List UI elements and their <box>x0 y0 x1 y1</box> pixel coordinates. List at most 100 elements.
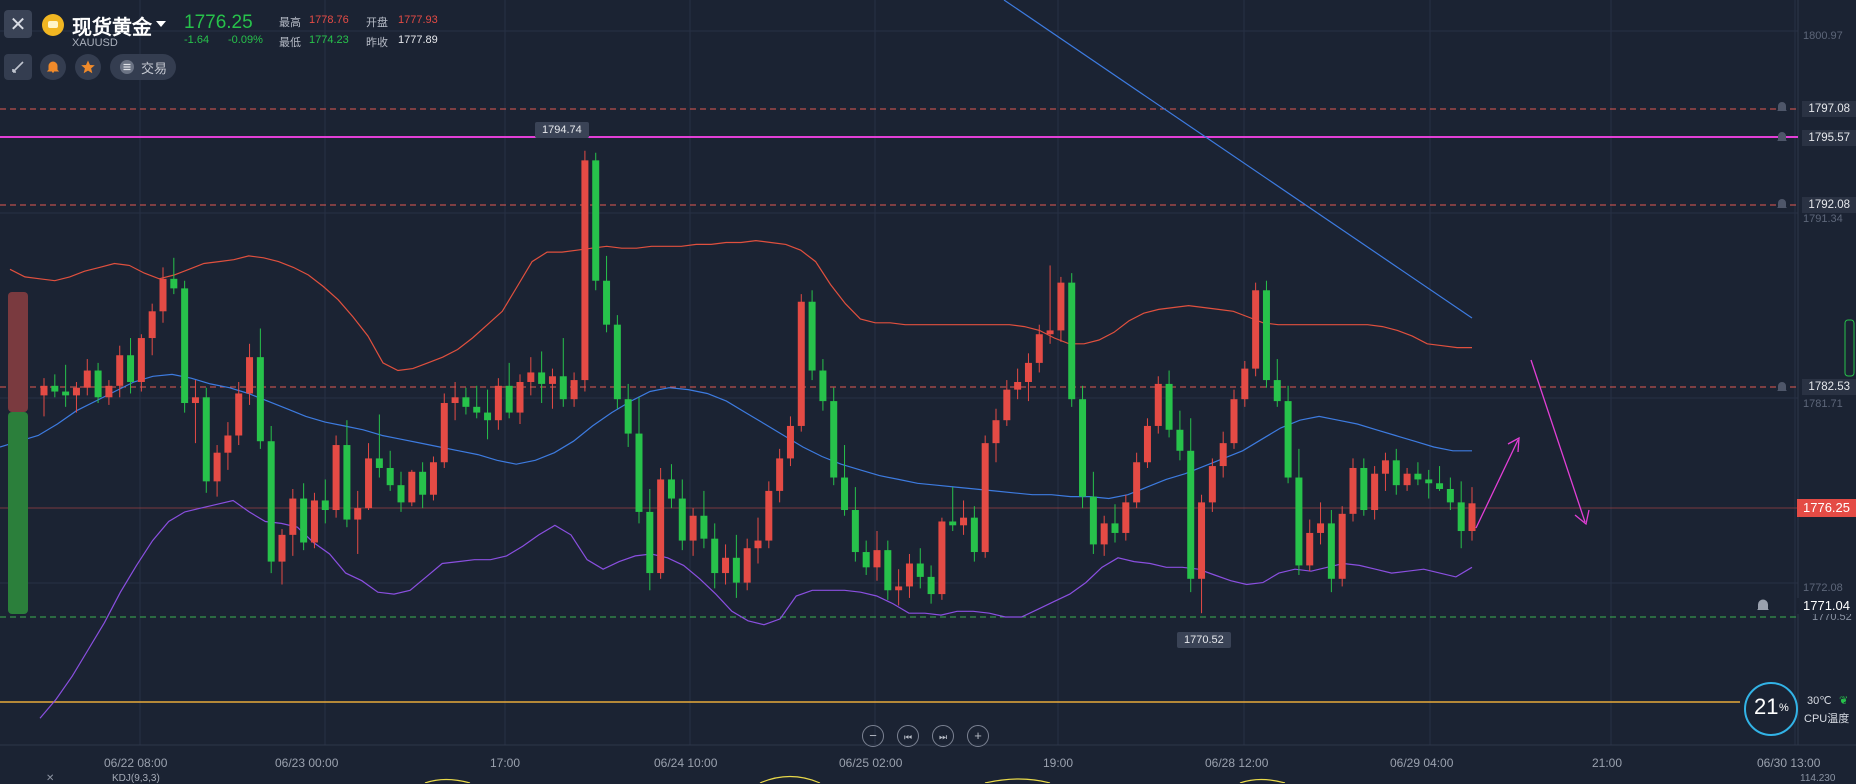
candle-body <box>689 515 697 541</box>
list-icon <box>119 60 134 74</box>
candle-body <box>1414 473 1422 480</box>
arrow-head <box>1574 509 1590 526</box>
candle-body <box>1187 450 1195 579</box>
candle-body <box>451 397 459 404</box>
candle-body <box>1208 466 1216 503</box>
draw-tool-button[interactable] <box>4 54 32 80</box>
candle-body <box>1306 532 1314 566</box>
candle-body <box>1003 389 1011 421</box>
candle-body <box>1403 473 1411 486</box>
scroll-start-button[interactable]: ⏮ <box>897 725 919 747</box>
candle-body <box>786 425 794 459</box>
gold-coin-icon <box>42 14 64 36</box>
candle-body <box>137 338 145 382</box>
trend-line <box>1003 0 1473 319</box>
bell-icon[interactable] <box>1775 130 1789 144</box>
high-value: 1778.76 <box>309 14 349 26</box>
open-label: 开盘 <box>366 17 388 29</box>
candle-body <box>538 372 546 384</box>
skip-forward-icon: ⏭ <box>938 732 948 742</box>
candle-body <box>321 500 329 511</box>
candle-body <box>1284 401 1292 478</box>
candle-body <box>1165 383 1173 430</box>
candle-body <box>1014 381 1022 390</box>
candle-body <box>776 458 784 491</box>
low-label: 最低 <box>279 37 301 49</box>
candle-body <box>808 301 816 371</box>
candle-body <box>1262 290 1270 381</box>
candle-body <box>1317 523 1325 533</box>
level-tag[interactable]: 1797.08 <box>1802 101 1856 117</box>
trade-label: 交易 <box>140 60 167 76</box>
candle-body <box>332 445 340 511</box>
zoom-in-button[interactable]: + <box>967 725 989 747</box>
candle-body <box>1068 282 1076 400</box>
candle-body <box>159 278 167 312</box>
middle-band-line <box>0 373 1472 500</box>
candle-body <box>765 490 773 541</box>
bell-icon[interactable] <box>1775 380 1789 394</box>
price-change-percent: -0.09% <box>228 34 263 46</box>
level-tag[interactable]: 1782.53 <box>1802 379 1856 395</box>
close-indicator-icon[interactable]: ✕ <box>46 773 55 784</box>
forecast-arrow <box>1530 359 1586 523</box>
candle-body <box>1468 503 1476 532</box>
price-tick: 1791.34 <box>1803 213 1843 225</box>
candle-body <box>559 376 567 400</box>
prev-close-label: 昨收 <box>366 37 388 49</box>
favorite-button[interactable] <box>75 54 101 80</box>
low-value: 1774.23 <box>309 34 349 46</box>
price-tick: 1800.97 <box>1803 30 1843 42</box>
bell-icon[interactable] <box>1775 100 1789 114</box>
candle-body <box>343 445 351 520</box>
candle-body <box>722 557 730 574</box>
partial-price-tag: 1770.52 <box>1812 611 1852 623</box>
close-icon: ✕ <box>9 13 27 36</box>
symbol-name[interactable]: 现货黄金 <box>72 17 152 39</box>
volume-bar <box>8 412 28 614</box>
candle-body <box>1154 383 1162 426</box>
time-tick: 06/25 02:00 <box>839 756 903 770</box>
candle-body <box>94 370 102 398</box>
time-tick: 17:00 <box>490 756 521 770</box>
time-tick: 19:00 <box>1043 756 1074 770</box>
candle-body <box>51 385 59 392</box>
candle-body <box>484 412 492 421</box>
chevron-down-icon[interactable] <box>156 21 166 27</box>
trade-button[interactable]: 交易 <box>110 54 176 80</box>
candle-body <box>841 477 849 511</box>
candle-body <box>408 471 416 503</box>
candle-body <box>646 511 654 574</box>
candle-body <box>246 357 254 394</box>
candle-body <box>127 355 135 382</box>
zoom-out-button[interactable]: − <box>862 725 884 747</box>
candle-body <box>1035 334 1043 363</box>
drawing-overlay <box>8 0 1855 783</box>
candle-body <box>711 538 719 574</box>
candle-body <box>289 498 297 535</box>
candle-body <box>235 393 243 436</box>
bell-icon[interactable] <box>1755 598 1771 614</box>
level-tag[interactable]: 1795.57 <box>1802 130 1856 146</box>
candle-body <box>1046 330 1054 335</box>
level-tag[interactable]: 1771.04 <box>1797 598 1856 614</box>
candle-body <box>354 508 362 520</box>
scroll-end-button[interactable]: ⏭ <box>932 725 954 747</box>
cpu-temp: 30℃ <box>1807 695 1832 707</box>
time-tick: 06/22 08:00 <box>104 756 168 770</box>
close-button[interactable]: ✕ <box>4 10 32 38</box>
candle-body <box>548 376 556 384</box>
minus-icon: − <box>869 728 877 743</box>
candle-body <box>603 280 611 325</box>
candle-body <box>667 479 675 499</box>
bell-icon[interactable] <box>1775 197 1789 211</box>
candle-body <box>1392 460 1400 486</box>
candle-body <box>949 521 957 526</box>
candle-body <box>40 385 48 396</box>
time-tick: 06/24 10:00 <box>654 756 718 770</box>
level-tag[interactable]: 1792.08 <box>1802 197 1856 213</box>
candle-body <box>862 552 870 568</box>
alert-button[interactable] <box>40 54 66 80</box>
low-marker: 1770.52 <box>1177 632 1231 648</box>
